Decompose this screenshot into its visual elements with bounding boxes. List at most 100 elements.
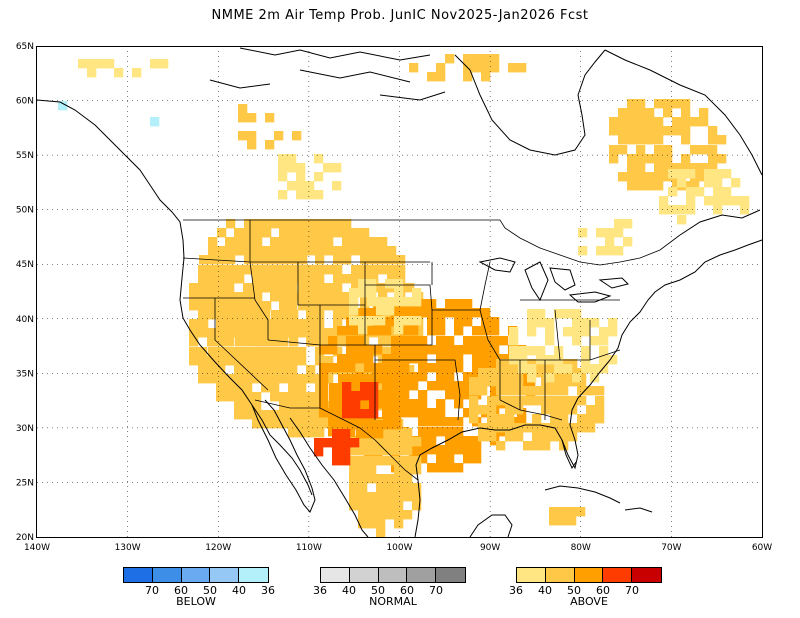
prob-cell xyxy=(654,145,664,155)
prob-cell xyxy=(454,427,464,437)
prob-cell xyxy=(351,237,361,247)
lat-label: 20N xyxy=(16,533,34,543)
prob-cell xyxy=(690,163,700,173)
prob-cell xyxy=(332,181,342,191)
lat-label: 45N xyxy=(16,260,34,270)
prob-cell xyxy=(572,318,582,328)
prob-cell xyxy=(382,363,392,373)
prob-cell xyxy=(358,483,368,493)
prob-cell xyxy=(478,368,488,378)
prob-cell xyxy=(436,63,446,73)
prob-cell xyxy=(244,356,254,366)
legend-swatch xyxy=(239,568,268,582)
prob-cell xyxy=(351,365,361,375)
prob-cell xyxy=(252,374,262,384)
prob-cell xyxy=(208,310,218,320)
prob-cell xyxy=(586,386,596,396)
prob-cell xyxy=(636,163,646,173)
prob-cell xyxy=(315,237,325,247)
prob-cell xyxy=(324,283,334,293)
prob-cell xyxy=(645,181,655,191)
prob-cell xyxy=(225,383,235,393)
prob-cell xyxy=(243,283,253,293)
prob-cell xyxy=(403,316,413,326)
prob-cell xyxy=(356,429,366,439)
prob-cell xyxy=(400,354,410,364)
prob-cell xyxy=(668,169,678,179)
prob-cell xyxy=(523,396,533,406)
prob-cell xyxy=(527,318,537,328)
prob-cell xyxy=(436,72,446,82)
prob-cell xyxy=(418,345,428,355)
prob-cell xyxy=(314,154,324,164)
prob-cell xyxy=(346,345,356,355)
prob-cell xyxy=(463,408,473,418)
prob-cell xyxy=(581,346,591,356)
prob-cell xyxy=(499,336,509,346)
prob-cell xyxy=(329,392,339,402)
prob-cell xyxy=(199,283,209,293)
prob-cell xyxy=(315,255,325,265)
prob-cell xyxy=(274,131,284,141)
prob-cell xyxy=(608,355,618,365)
prob-cell xyxy=(645,117,655,127)
prob-cell xyxy=(189,328,199,338)
prob-cell xyxy=(243,392,253,402)
prob-cell xyxy=(351,246,361,256)
prob-cell xyxy=(596,246,606,256)
prob-cell xyxy=(394,492,404,502)
legend-swatch xyxy=(574,568,604,582)
prob-cell xyxy=(288,356,298,366)
prob-cell xyxy=(349,306,359,316)
prob-cell xyxy=(478,432,488,442)
prob-cell xyxy=(333,301,343,311)
prob-cell xyxy=(271,255,281,265)
prob-cell xyxy=(481,363,491,373)
prob-cell xyxy=(306,365,316,375)
prob-cell xyxy=(114,68,124,78)
prob-cell xyxy=(403,428,413,438)
prob-cell xyxy=(581,327,591,337)
prob-cell xyxy=(235,265,245,275)
prob-cell xyxy=(418,372,428,382)
prob-cell xyxy=(654,181,664,191)
prob-cell xyxy=(324,228,334,238)
prob-cell xyxy=(708,145,718,155)
prob-cell xyxy=(400,363,410,373)
prob-cell xyxy=(609,117,619,127)
prob-cell xyxy=(391,372,401,382)
legend-swatch xyxy=(407,568,437,582)
prob-cell xyxy=(297,428,307,438)
prob-cell xyxy=(445,427,455,437)
prob-cell xyxy=(288,392,298,402)
prob-cell xyxy=(235,228,245,238)
prob-cell xyxy=(280,292,290,302)
prob-cell xyxy=(369,255,379,265)
prob-cell xyxy=(288,428,298,438)
prob-cell xyxy=(378,237,388,247)
prob-cell xyxy=(280,319,290,329)
prob-cell xyxy=(369,246,379,256)
prob-cell xyxy=(216,365,226,375)
prob-cell xyxy=(654,126,664,136)
prob-cell xyxy=(445,454,455,464)
prob-cell xyxy=(378,337,388,347)
lon-label: 70W xyxy=(661,543,681,553)
prob-cell xyxy=(315,228,325,238)
prob-cell xyxy=(731,178,741,188)
prob-cell xyxy=(244,265,254,275)
prob-cell xyxy=(400,390,410,400)
prob-cell xyxy=(509,327,519,337)
prob-cell xyxy=(445,363,455,373)
prob-cell xyxy=(472,336,482,346)
prob-cell xyxy=(663,126,673,136)
prob-cell xyxy=(463,317,473,327)
prob-cell xyxy=(355,354,365,364)
prob-cell xyxy=(297,237,307,247)
prob-cell xyxy=(351,391,361,401)
prob-cell xyxy=(355,345,365,355)
legend-tick: 40 xyxy=(342,584,356,597)
prob-cell xyxy=(605,237,615,247)
prob-cell xyxy=(253,292,263,302)
prob-cell xyxy=(595,405,605,415)
